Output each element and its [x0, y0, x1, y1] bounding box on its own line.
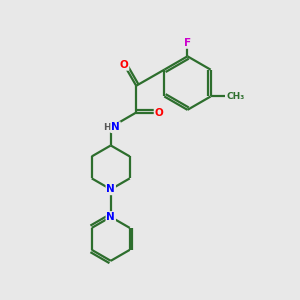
Text: N: N [106, 184, 115, 194]
Text: CH₃: CH₃ [227, 92, 245, 101]
Text: N: N [106, 212, 115, 222]
Text: H: H [103, 123, 111, 132]
Text: O: O [154, 107, 163, 118]
Text: O: O [120, 60, 128, 70]
Text: N: N [111, 122, 120, 132]
Text: F: F [184, 38, 191, 48]
